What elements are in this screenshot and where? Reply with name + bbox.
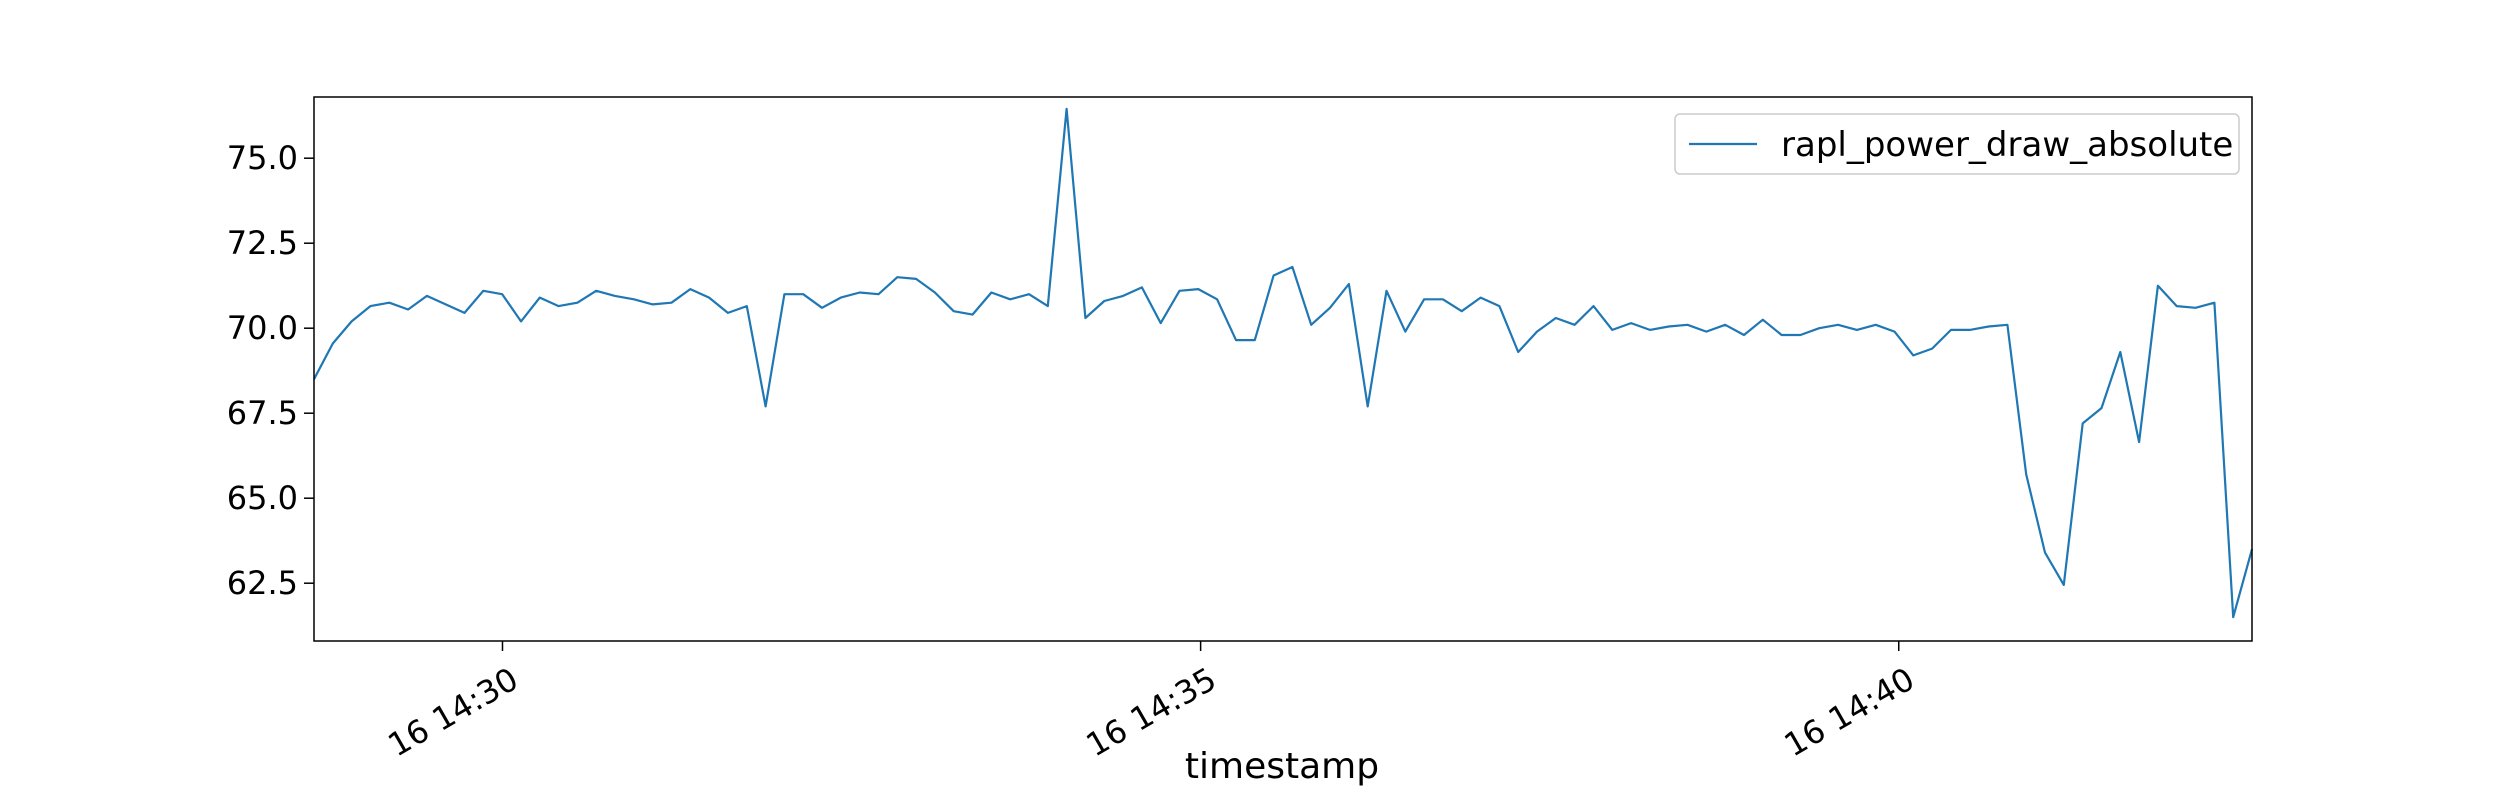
y-axis: 62.5 65.0 67.5 70.0 72.5 75.0 (227, 139, 314, 602)
x-tick-label: 16 14:30 (382, 660, 525, 764)
x-tick-label: 16 14:40 (1778, 660, 1921, 764)
plot-frame (313, 96, 2253, 642)
legend-box (1674, 113, 2240, 175)
legend: rapl_power_draw_absolute (1674, 113, 2240, 175)
y-tick-label: 72.5 (227, 224, 298, 262)
plot-area (313, 96, 2254, 642)
y-tick-label: 70.0 (227, 309, 298, 347)
y-tick-label: 62.5 (227, 564, 298, 602)
series-line-rapl_power_draw_absolute (313, 107, 2254, 619)
x-axis: 16 14:30 16 14:35 16 14:40 (382, 641, 1921, 764)
y-tick-label: 67.5 (227, 394, 298, 432)
legend-label: rapl_power_draw_absolute (1781, 125, 2233, 165)
y-tick-label: 75.0 (227, 139, 298, 177)
x-axis-title: timestamp (1185, 746, 1379, 787)
y-tick-label: 65.0 (227, 479, 298, 517)
